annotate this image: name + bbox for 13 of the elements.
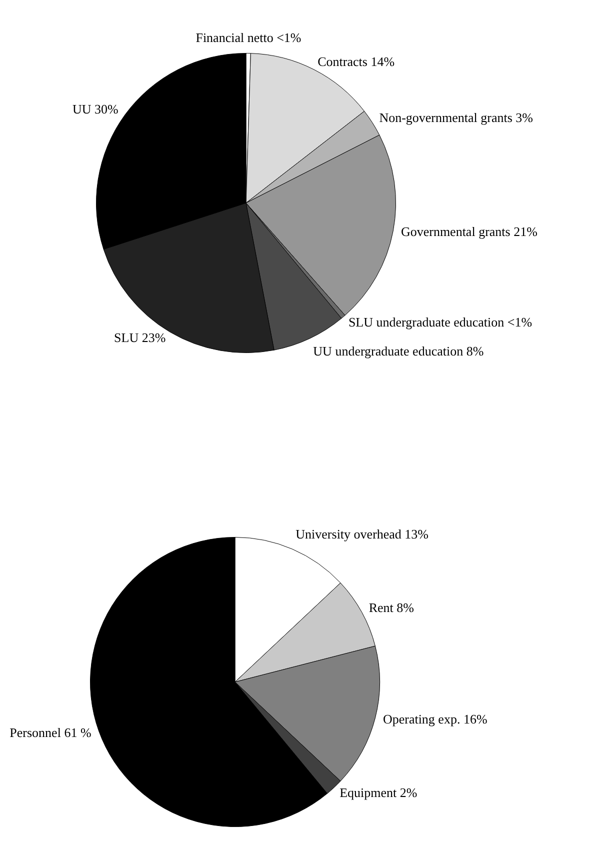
slice-label: Rent 8% bbox=[368, 600, 414, 615]
slice-label: Operating exp. 16% bbox=[382, 711, 488, 726]
slice-label: Governmental grants 21% bbox=[400, 224, 538, 239]
slice-label: Personnel 61 % bbox=[10, 725, 92, 740]
slice-label: UU 30% bbox=[72, 102, 119, 117]
slice-label: University overhead 13% bbox=[296, 526, 429, 542]
slice-label: Equipment 2% bbox=[340, 784, 418, 800]
slice-label: Financial netto <1% bbox=[196, 30, 302, 46]
slice-label: SLU undergraduate education <1% bbox=[348, 314, 532, 330]
slice-label: UU undergraduate education 8% bbox=[313, 344, 484, 359]
slice-label: Non-governmental grants 3% bbox=[379, 110, 534, 125]
slice-label: SLU 23% bbox=[114, 330, 166, 346]
slice-label: Contracts 14% bbox=[318, 54, 395, 69]
